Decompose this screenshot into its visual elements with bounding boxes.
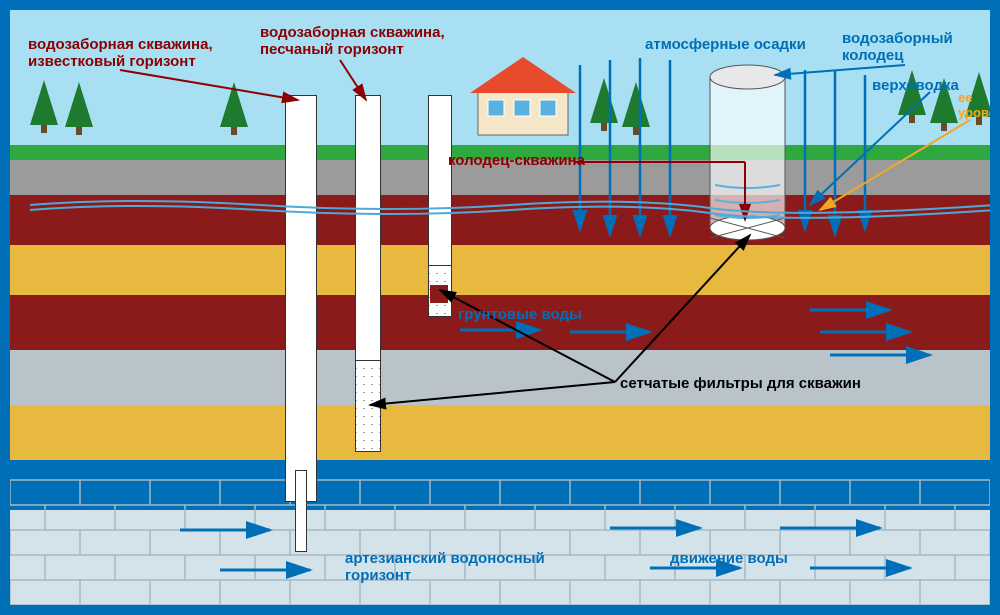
label-well_limestone: водозаборная скважина, известковый гориз… xyxy=(28,36,213,70)
label-water_movement: движение воды xyxy=(670,550,788,567)
label-well_bore: колодец-скважина xyxy=(448,152,585,169)
label-artesian: артезианский водоносный горизонт xyxy=(345,550,545,584)
limestone-pipe xyxy=(295,470,307,552)
tree-icon xyxy=(622,82,650,127)
label-perched_water: верховодка xyxy=(872,77,959,94)
sand-well-filter xyxy=(355,360,381,452)
label-mesh_filters: сетчатые фильтры для скважин xyxy=(620,375,861,392)
label-groundwater: грунтовые воды xyxy=(458,306,582,323)
stratum-clay1 xyxy=(10,159,1000,245)
limestone-well xyxy=(285,95,317,502)
well-diagram: водозаборная скважина, известковый гориз… xyxy=(0,0,1000,615)
stratum-deep_water xyxy=(10,424,1000,510)
stratum-sand1 xyxy=(10,209,1000,295)
tree-icon xyxy=(65,82,93,127)
tree-icon xyxy=(30,80,58,125)
label-well_sand: водозаборная скважина, песчаный горизонт xyxy=(260,24,445,58)
tree-icon xyxy=(590,78,618,123)
label-intake_well: водозаборный колодец xyxy=(842,30,953,64)
stratum-bedrock xyxy=(10,480,1000,615)
tree-icon xyxy=(220,82,248,127)
stratum-clay2 xyxy=(10,259,1000,350)
label-atmospheric: атмосферные осадки xyxy=(645,36,806,53)
label-orange_label: ее уровень xyxy=(958,90,1000,120)
